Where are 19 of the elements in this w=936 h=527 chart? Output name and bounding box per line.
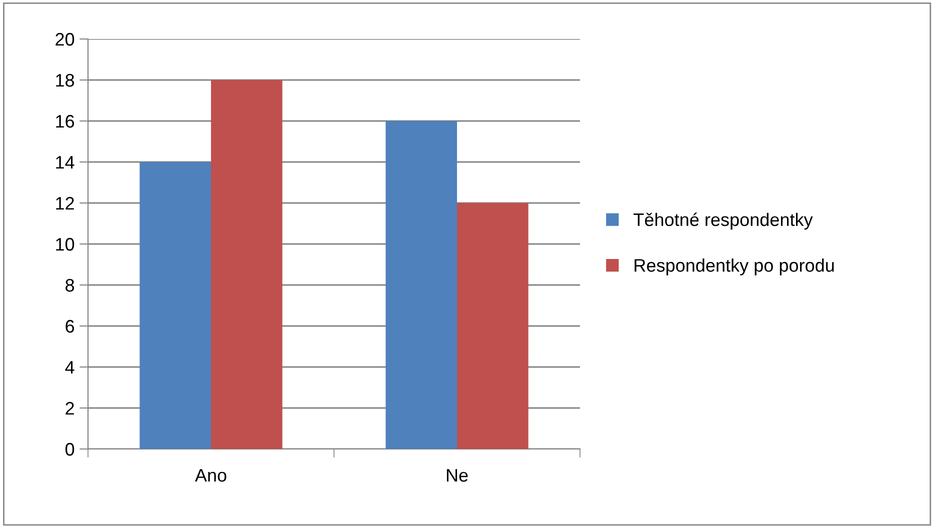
y-tick-label: 18 <box>56 74 74 87</box>
y-tick-label: 10 <box>56 238 74 251</box>
x-tick-label: Ano <box>194 469 226 482</box>
bar <box>211 80 282 449</box>
y-tick-label: 16 <box>56 114 74 128</box>
bar <box>140 162 211 449</box>
y-tick-label: 4 <box>65 361 74 374</box>
y-tick-label: 12 <box>56 196 74 210</box>
y-tick-label: 0 <box>65 442 74 456</box>
bar <box>386 121 457 449</box>
bar <box>457 203 528 449</box>
y-tick-label: 20 <box>56 32 74 46</box>
y-tick-label: 8 <box>66 278 74 292</box>
y-tick-label: 2 <box>66 402 74 415</box>
legend-label: Těhotné respondentky <box>634 212 813 230</box>
y-tick-label: 14 <box>56 156 74 169</box>
x-tick-label: Ne <box>446 469 468 482</box>
y-tick-label: 6 <box>66 320 74 333</box>
legend-label: Respondentky po porodu <box>634 258 834 276</box>
